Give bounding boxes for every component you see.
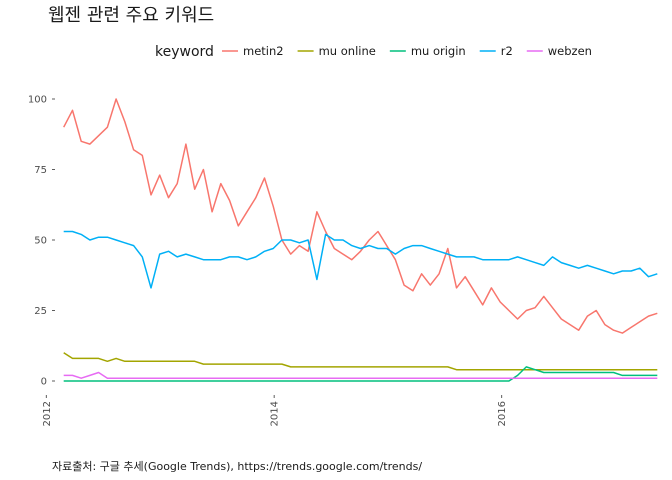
chart-title: 웹젠 관련 주요 키워드 — [48, 5, 214, 26]
legend-label-mu-origin: mu origin — [411, 44, 466, 58]
y-tick-label: 75 — [34, 165, 47, 176]
y-tick-label: 0 — [41, 377, 47, 388]
x-tick-label: 2016 — [497, 401, 508, 426]
y-axis: 0 25 50 75 100 — [28, 95, 55, 388]
legend-title: keyword — [155, 44, 214, 60]
y-tick-label: 100 — [28, 95, 47, 106]
series-line-r2 — [63, 230, 658, 289]
legend-label-r2: r2 — [501, 44, 513, 58]
x-axis: 2012 2014 2016 — [42, 395, 508, 426]
legend-label-metin2: metin2 — [243, 44, 284, 58]
y-tick-label: 25 — [34, 306, 47, 317]
chart-caption: 자료출처: 구글 추세(Google Trends), https://tren… — [52, 460, 422, 473]
series-line-metin2 — [63, 98, 658, 334]
x-tick-label: 2012 — [42, 401, 53, 426]
series-lines — [63, 98, 658, 382]
x-tick-label: 2014 — [270, 401, 281, 426]
y-tick-label: 50 — [34, 236, 47, 247]
series-line-mu-origin — [63, 366, 658, 382]
legend-label-mu-online: mu online — [319, 44, 376, 58]
series-line-mu-online — [63, 352, 658, 371]
legend-label-webzen: webzen — [548, 44, 592, 58]
series-line-webzen — [63, 371, 658, 379]
legend: keyword metin2 mu online mu origin r2 webzen — [155, 44, 592, 60]
